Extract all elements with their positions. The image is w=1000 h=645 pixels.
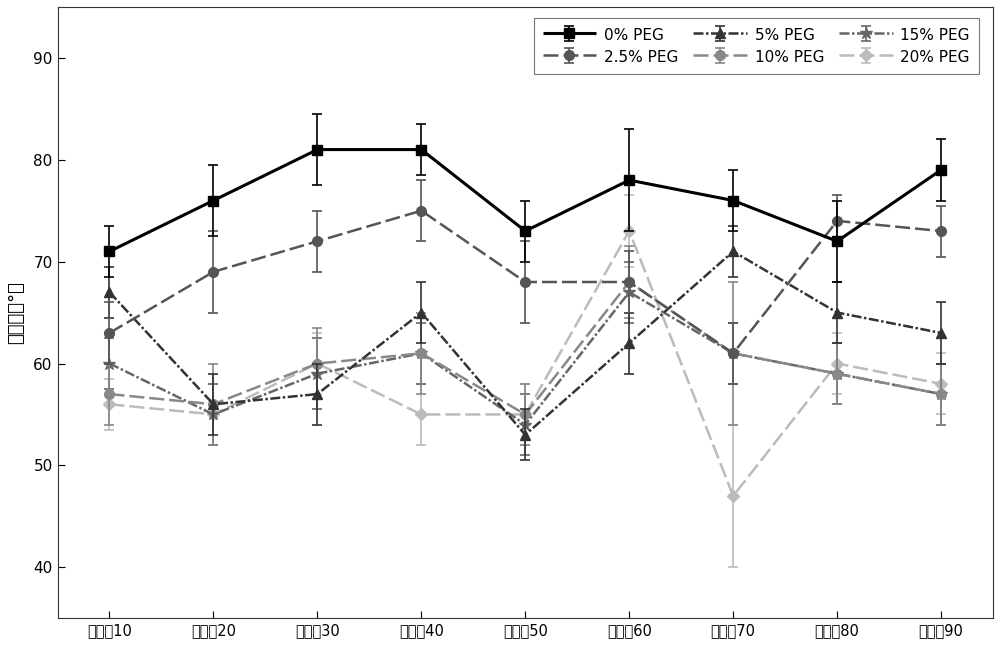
Y-axis label: 接触角（°）: 接触角（°） [7,281,25,344]
Legend: 0% PEG, 2.5% PEG, 5% PEG, 10% PEG, 15% PEG, 20% PEG: 0% PEG, 2.5% PEG, 5% PEG, 10% PEG, 15% P… [534,17,979,74]
